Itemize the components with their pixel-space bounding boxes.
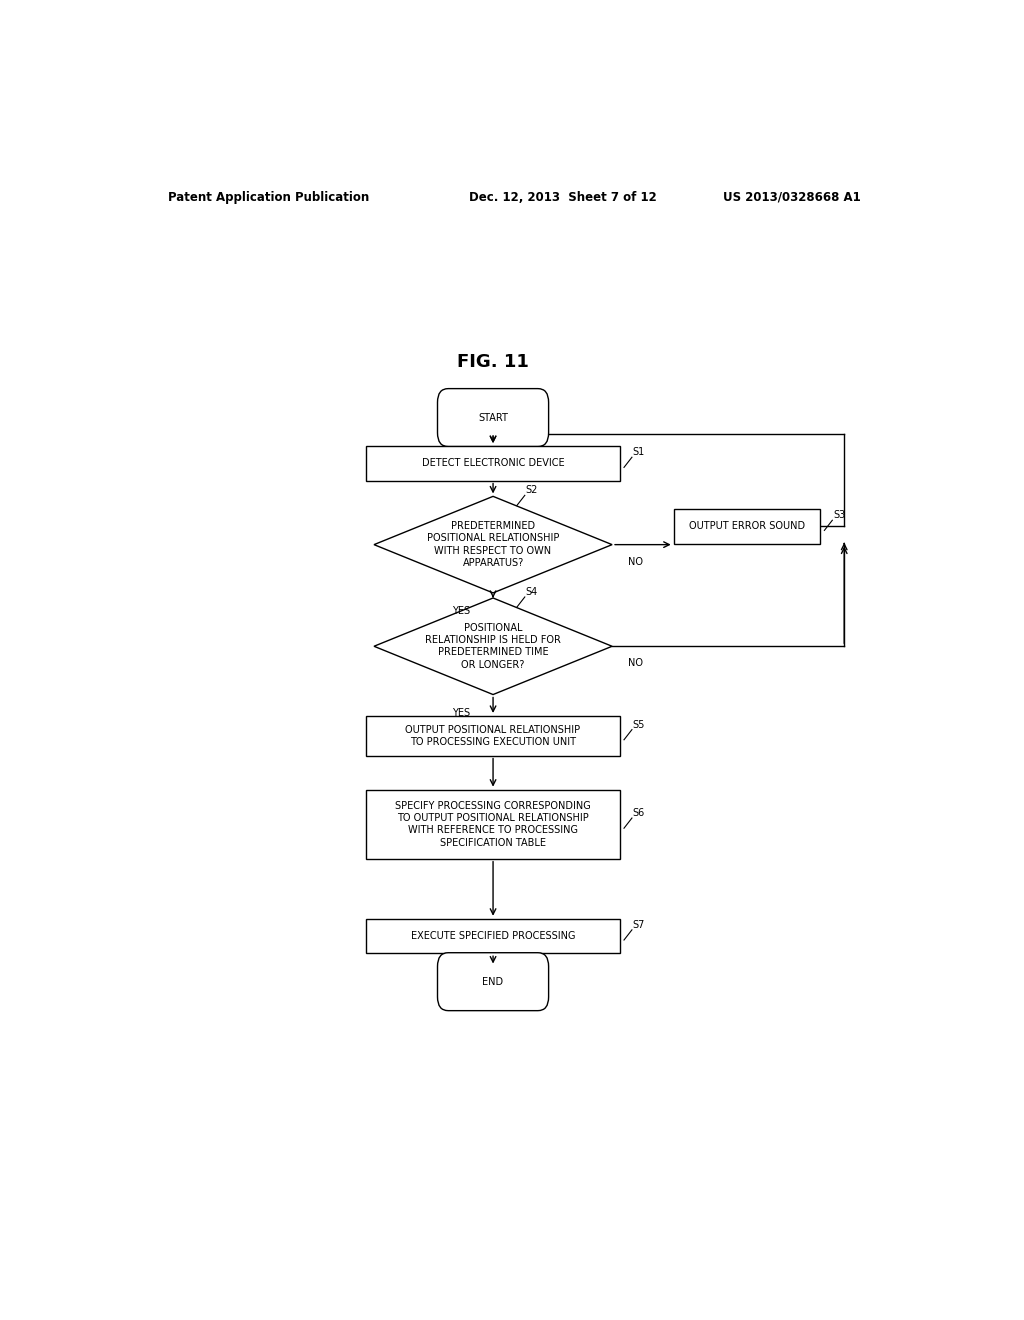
Text: DETECT ELECTRONIC DEVICE: DETECT ELECTRONIC DEVICE bbox=[422, 458, 564, 469]
Text: FIG. 11: FIG. 11 bbox=[457, 352, 529, 371]
Text: S1: S1 bbox=[633, 447, 645, 457]
Text: S2: S2 bbox=[525, 486, 538, 495]
Text: SPECIFY PROCESSING CORRESPONDING
TO OUTPUT POSITIONAL RELATIONSHIP
WITH REFERENC: SPECIFY PROCESSING CORRESPONDING TO OUTP… bbox=[395, 800, 591, 847]
Text: S3: S3 bbox=[834, 511, 846, 520]
FancyBboxPatch shape bbox=[437, 953, 549, 1011]
Bar bbox=[367, 789, 621, 859]
FancyBboxPatch shape bbox=[437, 388, 549, 446]
Text: US 2013/0328668 A1: US 2013/0328668 A1 bbox=[723, 190, 861, 203]
Polygon shape bbox=[374, 496, 612, 593]
Text: YES: YES bbox=[453, 606, 470, 616]
Text: POSITIONAL
RELATIONSHIP IS HELD FOR
PREDETERMINED TIME
OR LONGER?: POSITIONAL RELATIONSHIP IS HELD FOR PRED… bbox=[425, 623, 561, 669]
Text: NO: NO bbox=[628, 557, 643, 566]
Text: EXECUTE SPECIFIED PROCESSING: EXECUTE SPECIFIED PROCESSING bbox=[411, 931, 575, 941]
Text: END: END bbox=[482, 977, 504, 986]
Text: S6: S6 bbox=[633, 808, 645, 818]
Text: YES: YES bbox=[453, 708, 470, 718]
Text: S5: S5 bbox=[633, 719, 645, 730]
Text: OUTPUT POSITIONAL RELATIONSHIP
TO PROCESSING EXECUTION UNIT: OUTPUT POSITIONAL RELATIONSHIP TO PROCES… bbox=[406, 725, 581, 747]
Text: NO: NO bbox=[628, 659, 643, 668]
Text: OUTPUT ERROR SOUND: OUTPUT ERROR SOUND bbox=[689, 521, 805, 532]
Bar bbox=[367, 715, 621, 755]
Text: S4: S4 bbox=[525, 587, 538, 597]
Text: Patent Application Publication: Patent Application Publication bbox=[168, 190, 369, 203]
Bar bbox=[367, 446, 621, 480]
Bar bbox=[367, 919, 621, 953]
Text: PREDETERMINED
POSITIONAL RELATIONSHIP
WITH RESPECT TO OWN
APPARATUS?: PREDETERMINED POSITIONAL RELATIONSHIP WI… bbox=[427, 521, 559, 568]
Text: START: START bbox=[478, 413, 508, 422]
Text: Dec. 12, 2013  Sheet 7 of 12: Dec. 12, 2013 Sheet 7 of 12 bbox=[469, 190, 657, 203]
Polygon shape bbox=[374, 598, 612, 694]
Bar bbox=[674, 510, 820, 544]
Text: S7: S7 bbox=[633, 920, 645, 929]
